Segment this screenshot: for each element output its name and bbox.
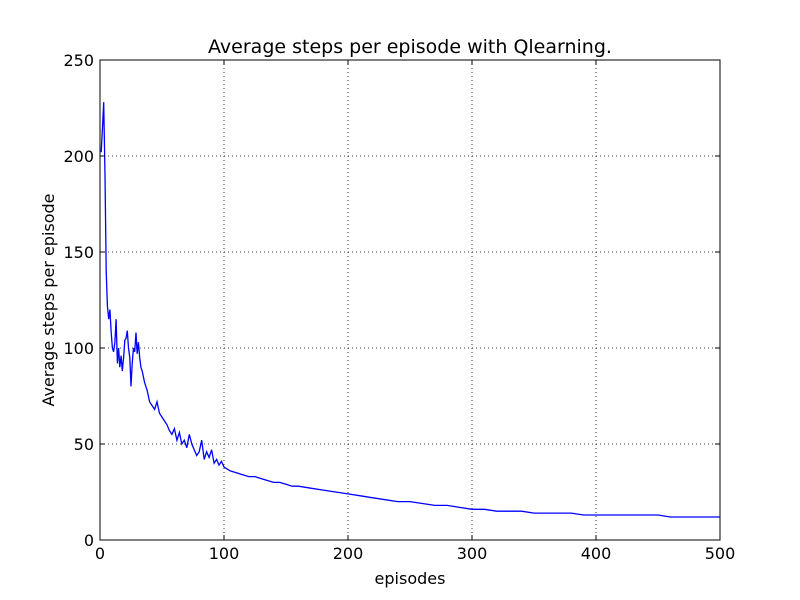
chart-title: Average steps per episode with Qlearning… (208, 36, 612, 58)
x-tick-label: 300 (457, 544, 488, 563)
y-tick-label: 150 (63, 243, 94, 262)
gridlines (100, 60, 720, 540)
series-line (100, 102, 720, 518)
y-tick-label: 50 (74, 435, 94, 454)
y-tick-label: 0 (84, 531, 94, 550)
x-tick-label: 400 (581, 544, 612, 563)
y-axis-title: Average steps per episode (39, 193, 58, 406)
plot-frame (99, 59, 721, 541)
y-tick-label: 200 (63, 147, 94, 166)
x-tick-label: 100 (209, 544, 240, 563)
x-tick-label: 200 (333, 544, 364, 563)
x-tick-label: 500 (705, 544, 736, 563)
x-axis-title: episodes (375, 569, 446, 588)
y-tick-label: 250 (63, 51, 94, 70)
axis-ticks: 0 100 200 300 400 500 0 50 100 150 200 250 (63, 51, 735, 563)
y-tick-label: 100 (63, 339, 94, 358)
x-tick-label: 0 (95, 544, 105, 563)
